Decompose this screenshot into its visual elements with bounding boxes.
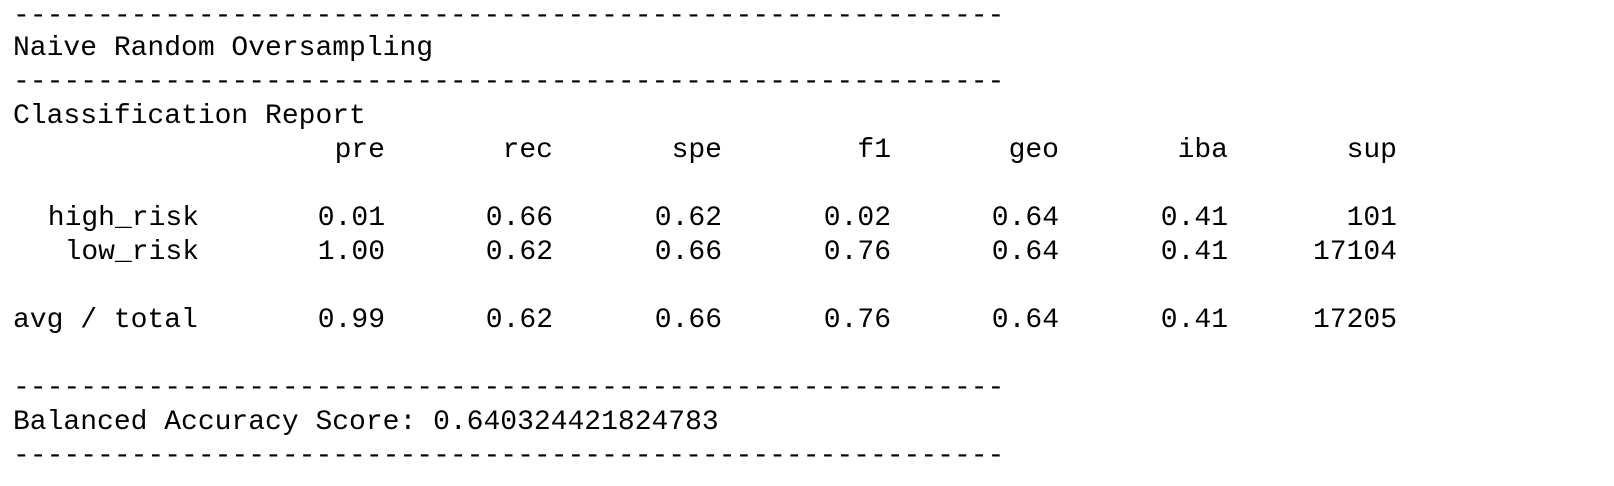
column-header-pre: pre — [334, 135, 385, 166]
row-label: high_risk — [47, 203, 199, 234]
separator-line: ----------------------------------------… — [13, 1, 1005, 32]
table-cell: 0.66 — [654, 305, 722, 336]
table-cell: 0.41 — [1160, 203, 1228, 234]
table-cell: 0.66 — [654, 237, 722, 268]
table-cell: 1.00 — [317, 237, 385, 268]
column-header-spe: spe — [671, 135, 722, 166]
table-cell: 0.76 — [823, 305, 891, 336]
column-header-geo: geo — [1008, 135, 1059, 166]
total-label: avg / total — [13, 305, 198, 336]
table-cell: 0.62 — [485, 237, 553, 268]
table-cell: 0.64 — [991, 203, 1059, 234]
column-header-f1: f1 — [857, 135, 891, 166]
table-cell: 0.41 — [1160, 237, 1228, 268]
table-cell: 0.02 — [823, 203, 891, 234]
table-cell: 0.99 — [317, 305, 385, 336]
balanced-accuracy-line: Balanced Accuracy Score: 0.6403244218247… — [13, 407, 719, 438]
table-cell: 0.01 — [317, 203, 385, 234]
table-cell: 0.62 — [654, 203, 722, 234]
section-title: Naive Random Oversampling — [13, 33, 434, 64]
column-header-sup: sup — [1346, 135, 1397, 166]
separator-line: ----------------------------------------… — [13, 441, 1005, 472]
separator-line: ----------------------------------------… — [13, 67, 1005, 98]
table-cell: 17104 — [1312, 237, 1397, 268]
table-cell: 17205 — [1312, 305, 1397, 336]
separator-line: ----------------------------------------… — [13, 373, 1005, 404]
row-label: low_risk — [64, 237, 199, 268]
table-cell: 0.64 — [991, 305, 1059, 336]
report-title: Classification Report — [13, 101, 366, 132]
table-cell: 0.62 — [485, 305, 553, 336]
column-header-rec: rec — [502, 135, 553, 166]
table-cell: 0.76 — [823, 237, 891, 268]
column-header-iba: iba — [1177, 135, 1228, 166]
table-cell: 0.64 — [991, 237, 1059, 268]
table-cell: 0.66 — [485, 203, 553, 234]
table-cell: 0.41 — [1160, 305, 1228, 336]
table-cell: 101 — [1346, 203, 1397, 234]
